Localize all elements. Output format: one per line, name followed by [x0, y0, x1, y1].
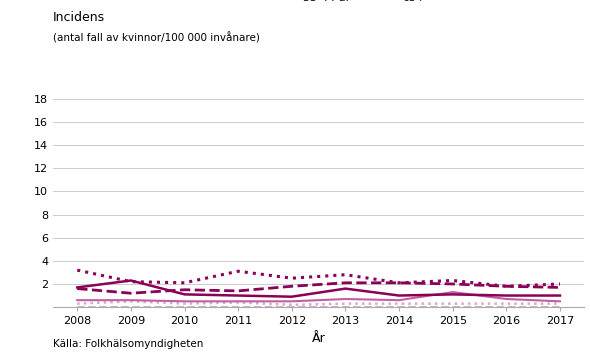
- Text: Källa: Folkhälsomyndigheten: Källa: Folkhälsomyndigheten: [53, 340, 204, 349]
- Legend: 15-24 år, 25-34 år, 35-44 år, 45-54 år, 55-64 år, 65+: 15-24 år, 25-34 år, 35-44 år, 45-54 år, …: [268, 0, 454, 7]
- Text: Incidens: Incidens: [53, 11, 105, 24]
- X-axis label: År: År: [312, 332, 326, 345]
- Text: (antal fall av kvinnor/100 000 invånare): (antal fall av kvinnor/100 000 invånare): [53, 32, 260, 43]
